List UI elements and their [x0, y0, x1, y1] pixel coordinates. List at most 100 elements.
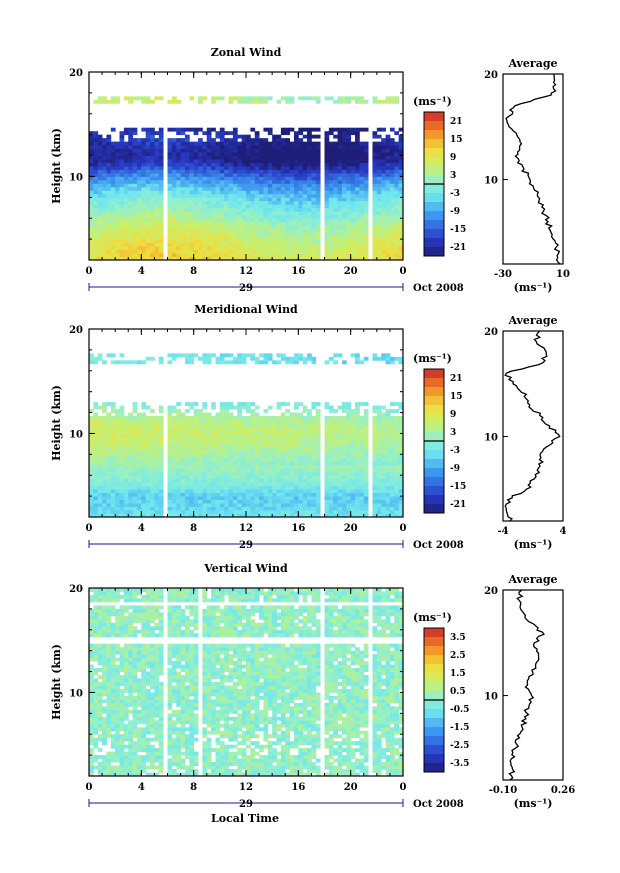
- heatmap-cell: [267, 183, 273, 188]
- heatmap-cell: [180, 249, 186, 254]
- heatmap-cell: [123, 468, 129, 473]
- heatmap-cell: [184, 513, 190, 518]
- heatmap-cell: [254, 499, 260, 504]
- heatmap-cell: [246, 482, 251, 487]
- heatmap-cell: [311, 436, 317, 441]
- heatmap-cell: [355, 450, 360, 455]
- heatmap-cell: [385, 464, 391, 469]
- heatmap-cell: [381, 152, 386, 156]
- heatmap-cell: [241, 176, 247, 181]
- heatmap-cell: [115, 141, 120, 146]
- heatmap-cell: [215, 471, 221, 476]
- heatmap-cell: [198, 141, 203, 146]
- heatmap-cell: [198, 246, 203, 250]
- heatmap-cell: [132, 405, 138, 410]
- heatmap-cell: [302, 485, 308, 490]
- heatmap-cell: [337, 464, 343, 469]
- heatmap-cell: [280, 356, 286, 361]
- heatmap-cell: [102, 423, 107, 427]
- heatmap-cell: [341, 506, 347, 511]
- heatmap-cell: [315, 152, 321, 156]
- heatmap-cell: [128, 468, 134, 473]
- heatmap-cell: [363, 155, 369, 160]
- heatmap-cell: [280, 159, 286, 163]
- heatmap-cell: [302, 443, 308, 448]
- heatmap-cell: [263, 193, 269, 198]
- heatmap-cell: [123, 492, 129, 497]
- heatmap-cell: [381, 489, 386, 494]
- heatmap-cell: [115, 159, 120, 163]
- heatmap-cell: [215, 172, 221, 177]
- heatmap-cell: [167, 221, 173, 226]
- heatmap-cell: [267, 131, 273, 136]
- heatmap-cell: [272, 239, 277, 243]
- heatmap-cell: [267, 492, 273, 497]
- heatmap-cell: [136, 228, 142, 233]
- heatmap-cell: [219, 499, 225, 504]
- heatmap-cell: [215, 162, 221, 167]
- heatmap-cell: [136, 242, 142, 247]
- heatmap-cell: [324, 225, 330, 230]
- heatmap-cell: [232, 506, 238, 511]
- heatmap-cell: [372, 232, 378, 237]
- heatmap-cell: [176, 426, 181, 431]
- heatmap-cell: [276, 193, 282, 198]
- heatmap-cell: [102, 166, 107, 170]
- heatmap-cell: [167, 200, 173, 205]
- heatmap-cell: [280, 155, 286, 160]
- heatmap-cell: [372, 239, 378, 243]
- heatmap-cell: [106, 176, 112, 181]
- heatmap-cell: [211, 190, 216, 195]
- heatmap-cell: [189, 461, 195, 466]
- heatmap-cell: [241, 423, 247, 427]
- heatmap-cell: [115, 183, 120, 188]
- heatmap-cell: [211, 461, 216, 466]
- heatmap-cell: [232, 225, 238, 230]
- heatmap-cell: [394, 409, 400, 413]
- heatmap-cell: [89, 169, 94, 174]
- heatmap-cell: [293, 419, 299, 424]
- heatmap-cell: [154, 183, 160, 188]
- heatmap-cell: [215, 454, 221, 459]
- heatmap-cell: [298, 179, 304, 184]
- heatmap-cell: [93, 148, 99, 153]
- heatmap-cell: [289, 471, 295, 476]
- heatmap-cell: [381, 225, 386, 230]
- heatmap-cell: [158, 356, 164, 361]
- heatmap-cell: [307, 454, 312, 459]
- heatmap-cell: [141, 416, 147, 420]
- heatmap-cell: [276, 450, 282, 455]
- heatmap-cell: [224, 471, 229, 476]
- heatmap-cell: [372, 249, 378, 254]
- heatmap-cell: [180, 179, 186, 184]
- heatmap-cell: [259, 461, 264, 466]
- heatmap-cell: [394, 485, 400, 490]
- heatmap-cell: [293, 176, 299, 181]
- heatmap-cell: [381, 513, 386, 518]
- heatmap-cell: [241, 200, 247, 205]
- heatmap-cell: [350, 489, 356, 494]
- heatmap-cell: [93, 138, 99, 143]
- heatmap-cell: [110, 246, 116, 250]
- heatmap-cell: [102, 496, 107, 500]
- heatmap-cell: [171, 513, 177, 518]
- heatmap-cell: [307, 443, 312, 448]
- heatmap-cell: [276, 162, 282, 167]
- heatmap-cell: [394, 429, 400, 434]
- heatmap-cell: [241, 419, 247, 424]
- heatmap-cell: [385, 506, 391, 511]
- heatmap-cell: [193, 145, 199, 149]
- heatmap-cell: [132, 464, 138, 469]
- heatmap-cell: [154, 475, 160, 480]
- heatmap-cell: [359, 443, 365, 448]
- heatmap-cell: [184, 506, 190, 511]
- heatmap-cell: [333, 416, 338, 420]
- heatmap-cell: [250, 412, 256, 417]
- heatmap-cell: [106, 485, 112, 490]
- heatmap-cell: [394, 141, 400, 146]
- heatmap-cell: [123, 159, 129, 163]
- average-unit: (ms⁻¹): [514, 281, 553, 294]
- heatmap-cell: [115, 485, 120, 490]
- heatmap-cell: [302, 492, 308, 497]
- heatmap-cell: [333, 468, 338, 473]
